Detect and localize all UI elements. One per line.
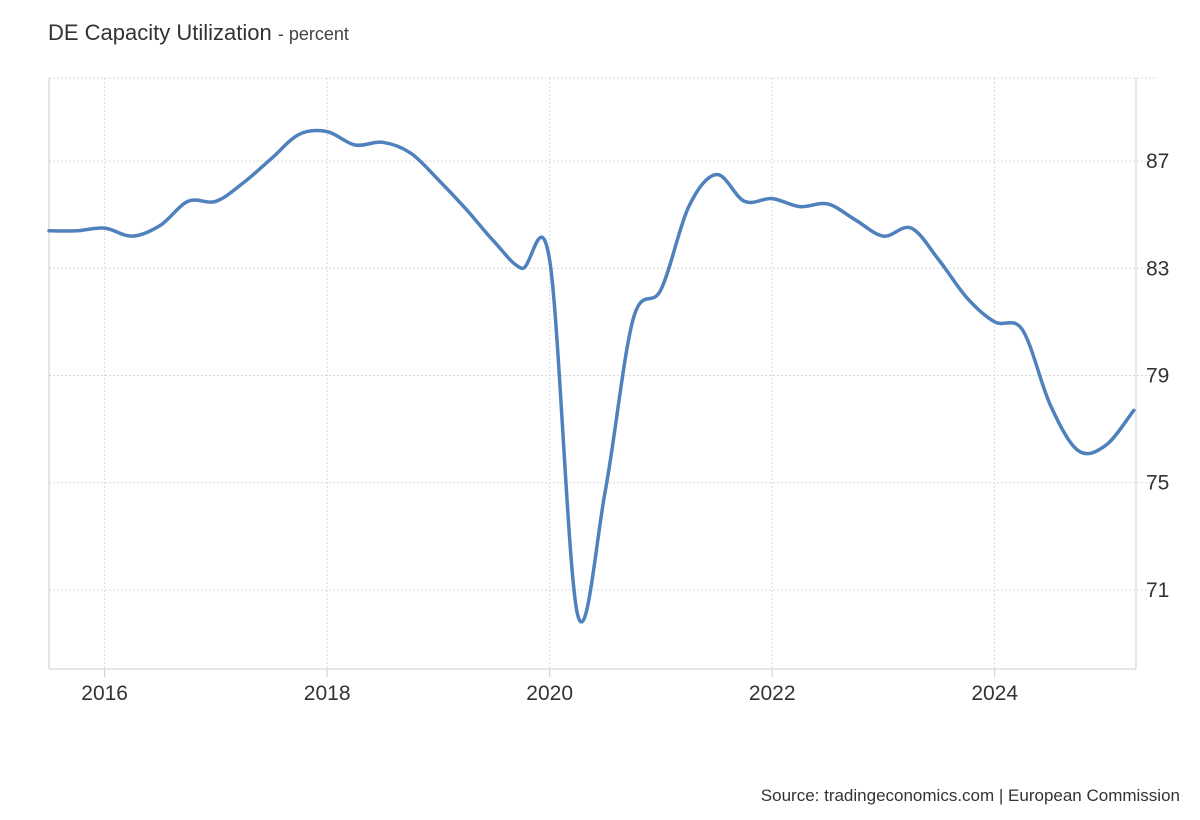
chart-title: DE Capacity Utilization - percent — [48, 20, 349, 46]
x-tick-label: 2016 — [81, 682, 128, 705]
series-line — [47, 128, 1136, 624]
axes — [48, 78, 1137, 677]
y-tick-label: 75 — [1146, 472, 1169, 495]
y-tick-label: 87 — [1146, 150, 1169, 173]
gridlines — [49, 77, 1155, 669]
x-tick-label: 2022 — [749, 682, 796, 705]
x-tick-label: 2020 — [526, 682, 573, 705]
y-tick-label: 83 — [1146, 257, 1169, 280]
x-tick-label: 2024 — [971, 682, 1018, 705]
y-tick-label: 79 — [1146, 365, 1169, 388]
source-text: Source: tradingeconomics.com | European … — [760, 786, 1180, 805]
tick-labels: 71 75 79 83 87 2016 2018 2020 2022 2024 — [81, 150, 1169, 705]
title-text: DE Capacity Utilization — [48, 20, 272, 45]
unit-label: - percent — [277, 24, 349, 44]
y-tick-label: 71 — [1146, 579, 1169, 602]
x-tick-label: 2018 — [304, 682, 351, 705]
